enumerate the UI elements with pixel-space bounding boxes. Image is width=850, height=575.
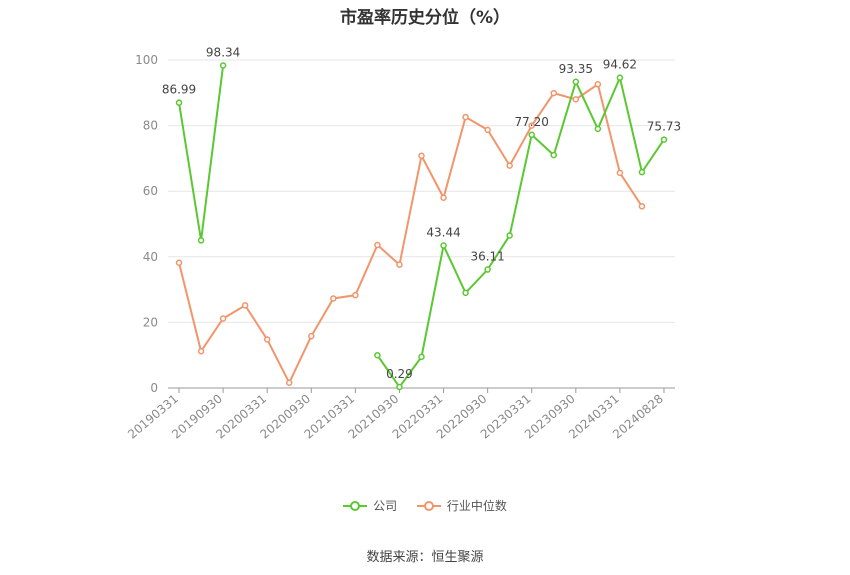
data-point-industry[interactable]	[418, 152, 425, 160]
data-label: 43.44	[426, 226, 460, 240]
y-tick-label: 20	[143, 315, 158, 329]
data-point-industry[interactable]	[616, 169, 624, 177]
data-point-industry[interactable]	[638, 203, 646, 210]
data-point-company[interactable]	[506, 232, 513, 239]
legend-item-industry[interactable]: 行业中位数	[416, 497, 507, 514]
legend-label-industry: 行业中位数	[446, 499, 507, 513]
data-point-company[interactable]	[484, 266, 491, 273]
data-point-company[interactable]	[616, 74, 624, 81]
legend-company-icon	[343, 500, 368, 511]
legend-item-company[interactable]: 公司	[343, 497, 397, 514]
data-point-company[interactable]	[638, 168, 646, 176]
data-point-industry[interactable]	[374, 241, 381, 249]
data-point-industry[interactable]	[330, 295, 337, 302]
data-point-company[interactable]	[219, 62, 227, 69]
data-point-industry[interactable]	[219, 315, 227, 322]
axis-layer: 0204060801002019033120190930202003312020…	[125, 53, 675, 442]
legend: 公司 行业中位数	[0, 497, 850, 515]
data-point-industry[interactable]	[308, 332, 315, 340]
data-label: 94.62	[603, 58, 637, 72]
chart-title: 市盈率历史分位（%）	[339, 8, 511, 28]
data-point-industry[interactable]	[550, 89, 558, 97]
data-point-industry[interactable]	[572, 96, 580, 103]
data-label-layer: 86.99 98.34 0.29 43.44 36.11 77.20 93.35 94.62 7…	[162, 45, 681, 381]
data-point-industry[interactable]	[594, 81, 602, 88]
series-line-company	[376, 74, 665, 389]
data-label: 93.35	[559, 62, 593, 76]
data-point-company[interactable]	[528, 131, 535, 139]
data-point-industry[interactable]	[241, 302, 249, 309]
legend-industry-icon	[416, 500, 441, 511]
data-point-company[interactable]	[418, 353, 425, 361]
data-point-industry[interactable]	[462, 113, 469, 121]
data-point-industry[interactable]	[484, 126, 491, 134]
data-label: 75.73	[647, 120, 681, 134]
legend-label-company: 公司	[373, 499, 398, 513]
y-tick-label: 80	[143, 119, 158, 133]
series-layer	[175, 62, 668, 391]
data-point-company[interactable]	[660, 136, 668, 143]
data-point-industry[interactable]	[440, 194, 447, 202]
data-point-company[interactable]	[396, 383, 403, 391]
data-point-industry[interactable]	[175, 259, 183, 266]
data-point-industry[interactable]	[285, 379, 293, 387]
data-point-company[interactable]	[462, 289, 469, 297]
y-tick-label: 40	[143, 250, 158, 264]
data-point-company[interactable]	[572, 78, 580, 86]
data-label: 86.99	[162, 83, 196, 97]
data-point-industry[interactable]	[396, 261, 403, 268]
data-point-company[interactable]	[440, 242, 447, 249]
series-line-industry	[178, 82, 643, 386]
data-label: 77.20	[515, 115, 549, 129]
data-label: 36.11	[470, 250, 504, 264]
data-label: 98.34	[206, 45, 240, 59]
data-point-industry[interactable]	[352, 291, 359, 299]
data-point-industry[interactable]	[263, 336, 271, 343]
data-point-industry[interactable]	[197, 348, 205, 355]
data-point-company[interactable]	[550, 151, 558, 159]
data-point-company[interactable]	[197, 237, 205, 244]
data-point-industry[interactable]	[528, 122, 535, 129]
y-tick-label: 60	[143, 184, 158, 198]
y-tick-label: 100	[135, 53, 158, 67]
data-point-company[interactable]	[374, 351, 381, 359]
data-point-company[interactable]	[594, 125, 602, 133]
data-point-company[interactable]	[175, 99, 183, 106]
data-point-industry[interactable]	[506, 162, 513, 169]
data-label: 0.29	[386, 367, 413, 381]
source-note: 数据来源：恒生聚源	[366, 550, 484, 565]
grid-layer	[168, 59, 675, 323]
y-tick-label: 0	[150, 381, 158, 395]
